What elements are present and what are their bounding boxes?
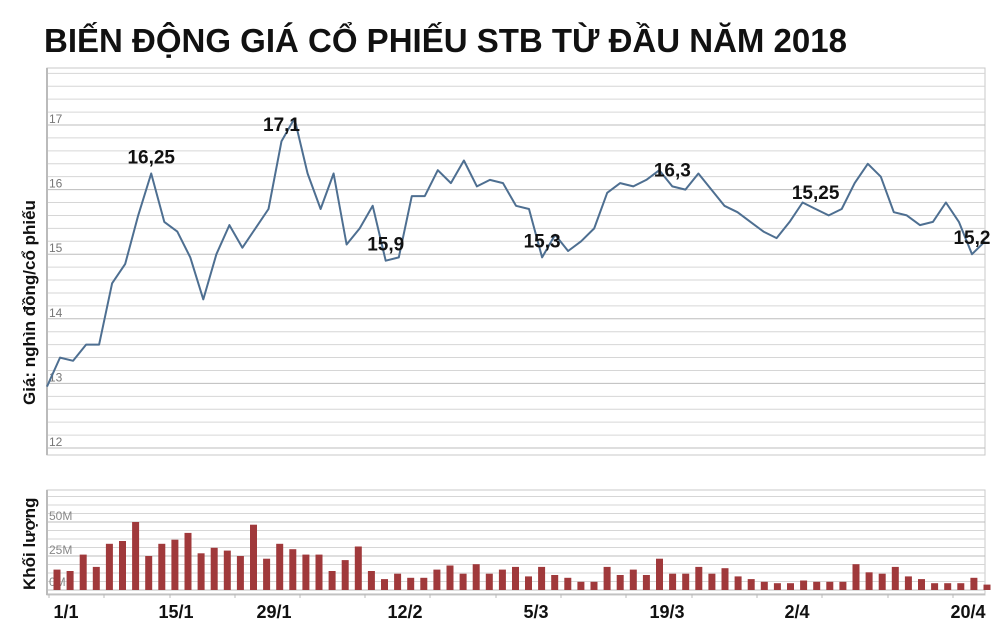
volume-bar — [512, 566, 519, 590]
volume-bar — [669, 573, 677, 590]
price-annotation: 15,9 — [367, 235, 404, 256]
price-annotation: 17,1 — [263, 115, 300, 136]
volume-bar — [302, 554, 310, 590]
volume-bar — [158, 543, 166, 590]
volume-bar — [826, 581, 834, 590]
volume-bar — [446, 565, 454, 590]
volume-bar — [852, 564, 860, 590]
price-tick-label: 12 — [49, 435, 63, 449]
volume-bar — [341, 560, 349, 590]
volume-bar — [564, 577, 572, 590]
volume-bar — [590, 581, 598, 590]
volume-bar — [787, 583, 794, 590]
volume-bar — [734, 576, 742, 590]
price-tick-label: 14 — [49, 306, 63, 320]
price-plot-frame — [46, 67, 986, 456]
volume-bar — [276, 543, 284, 590]
volume-bar — [839, 581, 847, 590]
volume-bar — [891, 566, 899, 590]
volume-bar — [263, 558, 271, 590]
volume-bar — [695, 566, 703, 590]
volume-bar — [813, 581, 821, 590]
volume-bar — [210, 547, 218, 590]
volume-bar — [983, 584, 991, 590]
volume-bar — [236, 556, 244, 590]
x-tick-label: 19/3 — [649, 602, 684, 622]
volume-bar — [538, 566, 546, 590]
price-tick-label: 16 — [49, 177, 63, 191]
volume-bar — [931, 583, 939, 590]
volume-bar — [616, 575, 624, 590]
price-annotation: 16,25 — [127, 147, 175, 168]
volume-bar — [760, 581, 768, 590]
volume-bar — [800, 580, 808, 590]
volume-bar — [315, 554, 323, 590]
volume-bar — [132, 522, 140, 590]
volume-bar — [420, 577, 428, 590]
price-line — [46, 117, 986, 388]
volume-bar — [551, 575, 559, 590]
x-tick-label: 20/4 — [950, 602, 985, 622]
volume-bar — [289, 549, 297, 590]
volume-bar — [498, 569, 506, 590]
volume-bar — [970, 577, 978, 590]
volume-bar — [367, 571, 375, 590]
volume-bar — [773, 583, 781, 590]
volume-bar — [878, 573, 886, 590]
volume-tick-label: 50M — [49, 509, 72, 523]
volume-bar — [119, 541, 126, 590]
volume-bar — [472, 564, 480, 590]
volume-tick-label: 25M — [49, 543, 72, 557]
volume-bar — [721, 568, 729, 590]
x-tick-label: 5/3 — [523, 602, 548, 622]
price-tick-label: 15 — [49, 241, 63, 255]
volume-bar — [525, 576, 532, 590]
volume-bar — [394, 573, 402, 590]
volume-bar — [197, 553, 205, 590]
price-annotation: 15,2 — [953, 228, 990, 249]
price-annotation: 15,25 — [792, 183, 840, 204]
volume-bar — [223, 550, 231, 590]
volume-bar — [250, 524, 257, 590]
x-tick-label: 15/1 — [158, 602, 193, 622]
volume-bar — [944, 583, 952, 590]
volume-bar — [747, 579, 755, 590]
volume-bar — [407, 577, 415, 590]
volume-bar — [485, 573, 493, 590]
volume-bar — [708, 573, 716, 590]
volume-bar — [66, 571, 74, 590]
x-tick-label: 29/1 — [256, 602, 291, 622]
chart-title: BIẾN ĐỘNG GIÁ CỔ PHIẾU STB TỪ ĐẦU NĂM 20… — [44, 22, 847, 59]
volume-bar — [904, 576, 912, 590]
price-annotation: 15,3 — [524, 231, 561, 252]
price-annotation: 16,3 — [654, 160, 691, 181]
volume-bar — [171, 539, 179, 590]
volume-bar — [603, 566, 611, 590]
x-tick-label: 1/1 — [53, 602, 78, 622]
volume-bar — [865, 572, 873, 590]
volume-bar — [184, 532, 192, 590]
volume-bar — [682, 573, 690, 590]
volume-bar — [92, 566, 100, 590]
volume-bar — [145, 556, 153, 590]
volume-bar — [957, 583, 965, 590]
volume-bar — [642, 575, 650, 590]
volume-bar — [53, 569, 61, 590]
volume-bar — [105, 543, 113, 590]
price-tick-label: 17 — [49, 112, 63, 126]
volume-bar — [459, 573, 467, 590]
x-tick-label: 12/2 — [387, 602, 422, 622]
volume-bar — [79, 554, 87, 590]
volume-bar — [629, 569, 637, 590]
volume-bar — [577, 581, 585, 590]
x-tick-label: 2/4 — [784, 602, 809, 622]
volume-bar — [433, 569, 441, 590]
volume-bar — [656, 558, 663, 590]
volume-bar — [328, 571, 336, 590]
volume-bar — [918, 579, 925, 590]
volume-bar — [381, 579, 388, 590]
volume-bar — [354, 546, 362, 590]
